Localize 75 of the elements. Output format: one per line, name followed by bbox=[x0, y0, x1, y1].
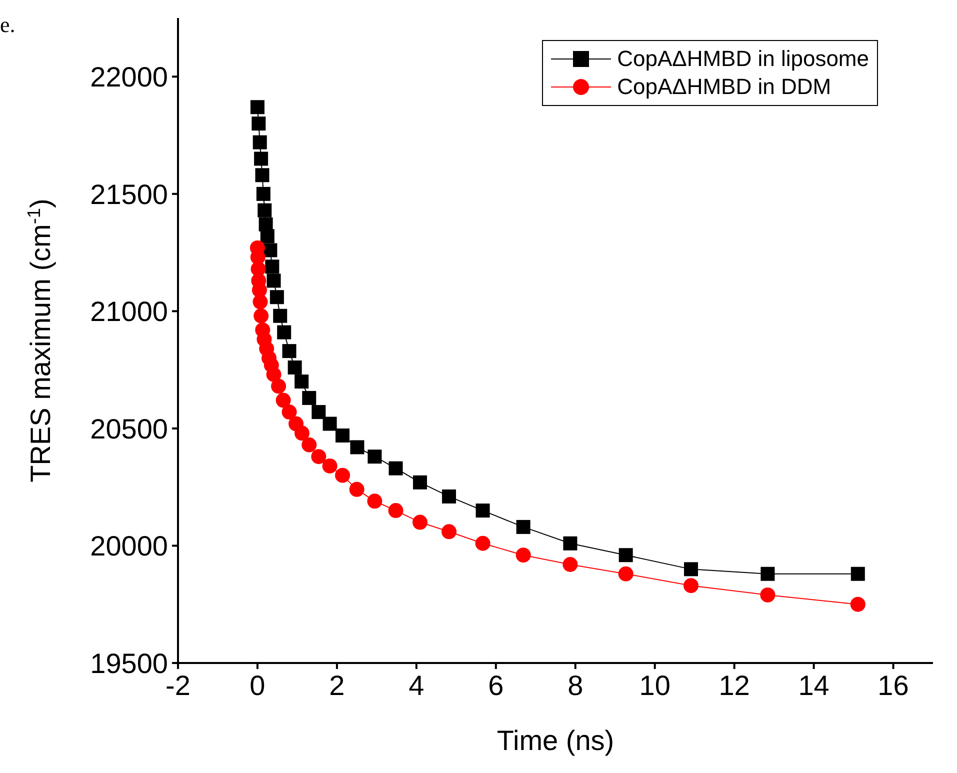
y-tick-label: 22000 bbox=[90, 62, 168, 93]
point bbox=[618, 548, 633, 562]
x-tick-label: 12 bbox=[718, 670, 750, 701]
point bbox=[684, 562, 698, 576]
y-tick-label: 21500 bbox=[90, 178, 168, 210]
point bbox=[442, 524, 457, 540]
point bbox=[367, 494, 382, 509]
point bbox=[388, 461, 403, 476]
point bbox=[252, 294, 268, 310]
point bbox=[349, 482, 364, 497]
x-tick-label: -2 bbox=[166, 670, 190, 701]
y-tick-label: 21000 bbox=[90, 296, 168, 328]
x-tick-label: 14 bbox=[798, 670, 830, 701]
point bbox=[684, 578, 699, 594]
point bbox=[282, 404, 297, 420]
point bbox=[388, 503, 404, 518]
point bbox=[266, 274, 281, 288]
point bbox=[271, 378, 286, 394]
point bbox=[276, 392, 291, 408]
point bbox=[254, 152, 268, 166]
point bbox=[442, 489, 456, 504]
point bbox=[368, 450, 382, 464]
point bbox=[250, 100, 264, 114]
point bbox=[294, 374, 309, 389]
point bbox=[336, 428, 350, 442]
point bbox=[350, 440, 364, 454]
point bbox=[258, 203, 272, 218]
x-tick-label: 16 bbox=[878, 670, 909, 701]
point bbox=[412, 514, 428, 530]
point bbox=[322, 458, 338, 474]
point bbox=[265, 260, 280, 274]
x-axis-title: Time (ns) bbox=[496, 725, 614, 756]
point bbox=[312, 405, 326, 420]
point bbox=[760, 566, 775, 581]
point bbox=[256, 186, 270, 201]
x-tick-label: 6 bbox=[488, 670, 504, 701]
y-tick-label: 20500 bbox=[90, 413, 168, 444]
point bbox=[850, 596, 866, 612]
point bbox=[252, 116, 266, 131]
point bbox=[288, 360, 302, 374]
legend-label: CopAΔHMBD in DDM bbox=[617, 74, 832, 100]
legend-label: CopAΔHMBD in liposome bbox=[617, 46, 869, 72]
point bbox=[475, 536, 490, 551]
point bbox=[270, 290, 284, 304]
point bbox=[335, 468, 350, 483]
x-tick-label: 2 bbox=[329, 670, 345, 701]
point bbox=[516, 548, 531, 563]
point bbox=[260, 229, 274, 244]
point bbox=[563, 536, 578, 550]
point bbox=[562, 556, 578, 572]
point bbox=[476, 504, 490, 518]
x-tick-label: 0 bbox=[250, 670, 266, 701]
point bbox=[618, 566, 634, 582]
point bbox=[282, 344, 296, 358]
point bbox=[322, 416, 337, 431]
point bbox=[311, 449, 326, 464]
x-tick-label: 4 bbox=[408, 670, 424, 701]
point bbox=[254, 308, 269, 324]
point bbox=[252, 135, 267, 150]
x-tick-label: 8 bbox=[568, 670, 584, 701]
text: e. bbox=[0, 12, 16, 38]
y-tick-label: 19500 bbox=[90, 648, 168, 679]
point bbox=[412, 475, 427, 490]
point bbox=[516, 520, 530, 534]
y-tick-label: 20000 bbox=[90, 530, 168, 562]
point bbox=[302, 437, 317, 452]
point bbox=[266, 367, 282, 382]
point bbox=[760, 587, 776, 602]
point bbox=[302, 390, 316, 405]
point bbox=[850, 566, 865, 581]
point bbox=[273, 308, 288, 323]
x-tick-label: 10 bbox=[639, 670, 670, 701]
point bbox=[294, 426, 310, 441]
point bbox=[255, 168, 270, 182]
point bbox=[277, 325, 292, 340]
